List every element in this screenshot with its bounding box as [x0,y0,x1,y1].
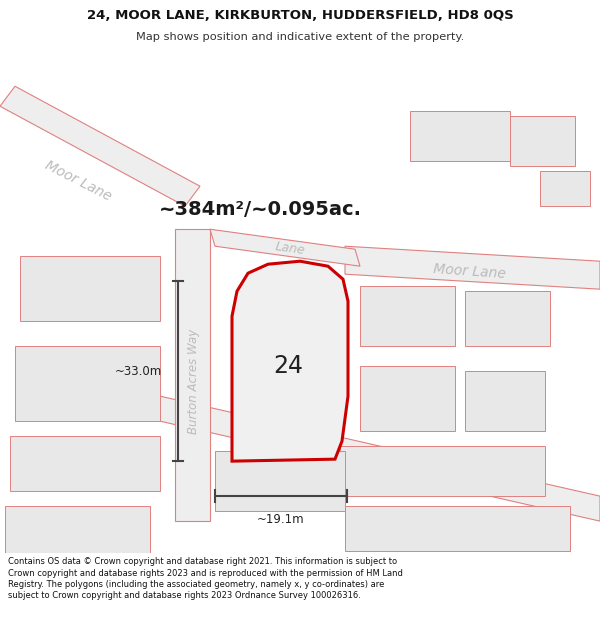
Text: Contains OS data © Crown copyright and database right 2021. This information is : Contains OS data © Crown copyright and d… [8,557,403,601]
Polygon shape [540,171,590,206]
Polygon shape [345,506,570,551]
Polygon shape [360,366,455,431]
Text: Moor Lane: Moor Lane [433,262,507,281]
Text: 24, MOOR LANE, KIRKBURTON, HUDDERSFIELD, HD8 0QS: 24, MOOR LANE, KIRKBURTON, HUDDERSFIELD,… [86,9,514,22]
Polygon shape [20,256,160,321]
Polygon shape [232,261,348,461]
Polygon shape [10,436,160,491]
Polygon shape [360,286,455,346]
Polygon shape [465,291,550,346]
Polygon shape [5,506,150,553]
Text: 24: 24 [273,354,303,378]
Polygon shape [465,371,545,431]
Polygon shape [345,246,600,289]
Polygon shape [410,111,510,161]
Text: ~19.1m: ~19.1m [257,513,305,526]
Polygon shape [340,446,545,496]
Polygon shape [210,229,360,266]
Text: Lane: Lane [274,239,306,257]
Polygon shape [175,229,210,521]
Text: Map shows position and indicative extent of the property.: Map shows position and indicative extent… [136,32,464,42]
Polygon shape [0,86,200,206]
Text: ~384m²/~0.095ac.: ~384m²/~0.095ac. [158,200,361,219]
Polygon shape [15,346,160,421]
Text: Moor Lane: Moor Lane [43,159,113,204]
Text: ~33.0m: ~33.0m [115,364,162,378]
Polygon shape [510,116,575,166]
Text: Burton Acres Way: Burton Acres Way [187,329,199,434]
Polygon shape [160,396,600,521]
Polygon shape [215,451,345,511]
